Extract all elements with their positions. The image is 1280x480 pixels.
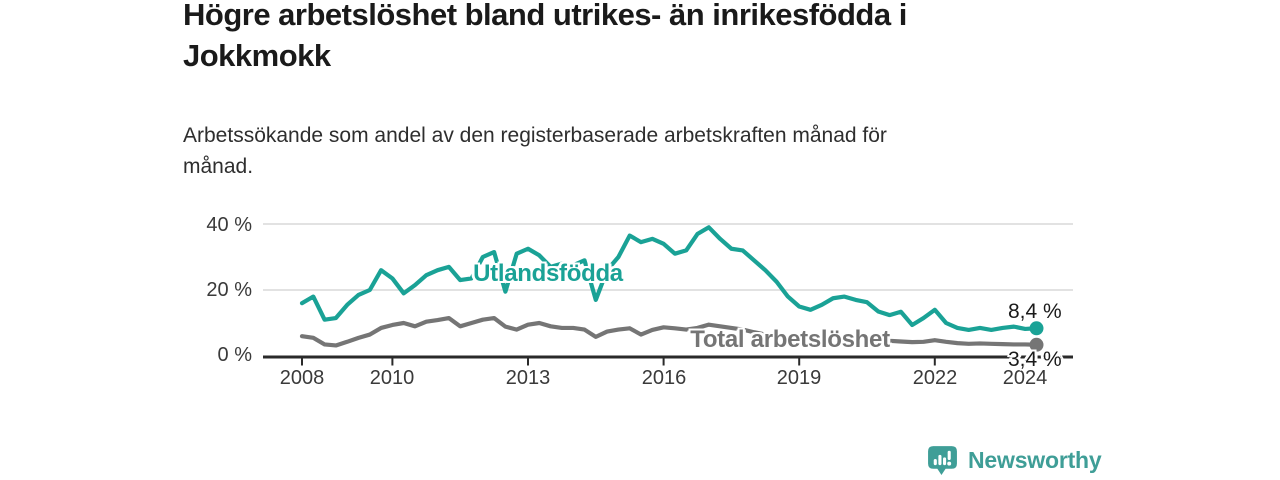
newsworthy-logo[interactable]: Newsworthy xyxy=(926,444,1102,477)
x-tick-label-2024: 2024 xyxy=(1002,367,1048,389)
y-tick-label-0: 0 % xyxy=(217,344,252,366)
x-tick-label-2013: 2013 xyxy=(505,367,551,389)
x-tick-label-2008: 2008 xyxy=(279,367,325,389)
series-label-total-arbetsloshet: Total arbetslöshet xyxy=(690,326,890,353)
end-value-label-utlandsfodda: 8,4 % xyxy=(1008,300,1062,323)
x-tick-label-2022: 2022 xyxy=(912,367,958,389)
newsworthy-logo-text: Newsworthy xyxy=(968,447,1102,473)
newsworthy-bar-chart-bubble-icon xyxy=(928,446,957,475)
y-tick-label-40: 40 % xyxy=(206,214,252,236)
x-tick-label-2010: 2010 xyxy=(369,367,415,389)
page-title: Högre arbetslöshet bland utrikes- än inr… xyxy=(183,0,907,73)
chart-subtitle: Arbetssökande som andel av den registerb… xyxy=(183,124,887,178)
end-value-label-total: 3,4 % xyxy=(1008,348,1062,371)
series-label-utlandsfodda: Utlandsfödda xyxy=(473,260,623,287)
y-tick-label-20: 20 % xyxy=(206,279,252,301)
x-tick-label-2016: 2016 xyxy=(641,367,687,389)
x-tick-label-2019: 2019 xyxy=(776,367,822,389)
